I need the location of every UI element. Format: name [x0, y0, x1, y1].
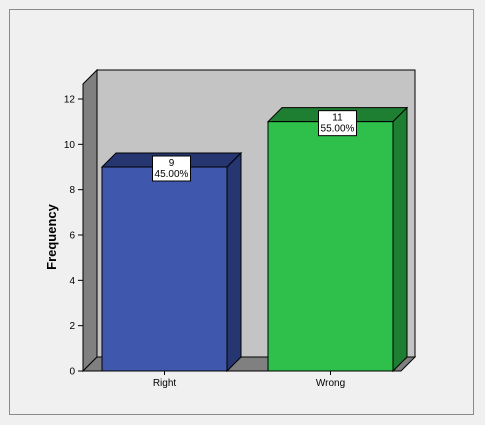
y-tick-label: 2: [69, 321, 75, 332]
y-tick-label: 0: [69, 367, 75, 378]
data-label-count: 11: [332, 113, 343, 124]
y-axis: 0 2 4 6 8 10 12: [64, 95, 84, 378]
data-label-percent: 55.00%: [321, 124, 355, 135]
x-tick-label: Right: [153, 378, 177, 389]
bar-front: [101, 166, 228, 372]
side-wall: [82, 68, 98, 373]
y-tick-label: 8: [69, 185, 75, 196]
chart-panel: 0 2 4 6 8 10 12 9 45.00% 11 55.00% Right Wrong Fre…: [9, 9, 474, 415]
bar-right: 945.00%: [100, 151, 243, 373]
data-label-percent: 45.00%: [155, 169, 189, 180]
bar-side: [392, 106, 408, 373]
data-label-count: 9: [169, 158, 175, 169]
y-axis-title: Frequency: [44, 203, 59, 270]
y-tick-label: 12: [64, 95, 76, 106]
x-tick-label: Wrong: [316, 378, 345, 389]
x-axis: Right Wrong: [83, 370, 401, 389]
y-tick-label: 4: [69, 276, 75, 287]
y-tick-label: 6: [69, 231, 75, 242]
data-label: 945.00%: [152, 155, 191, 182]
bar-side: [226, 151, 242, 373]
bar-front: [267, 121, 394, 372]
y-tick-label: 10: [64, 140, 76, 151]
